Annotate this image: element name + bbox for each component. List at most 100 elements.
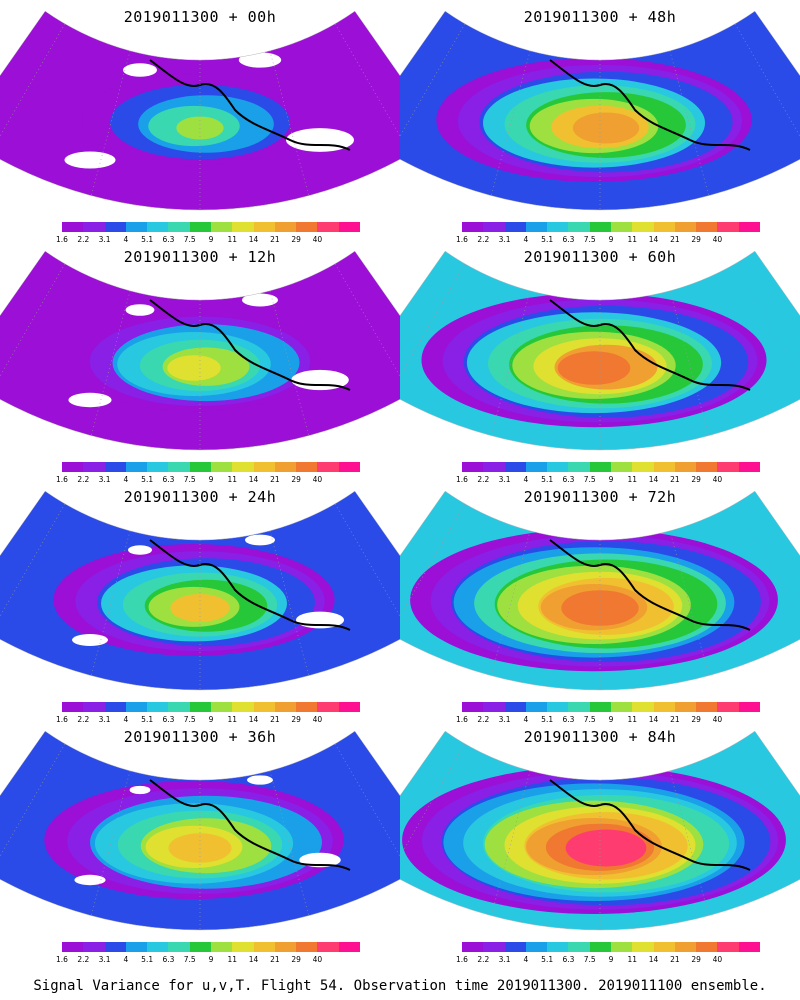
colorbar-labels: 1.6 2.2 3.1 4 5.1 6.3 7.5 9 11 14 21 29 40: [456, 715, 760, 725]
colorbar-tick-label: 5.1: [141, 235, 154, 244]
colorbar-swatch: [696, 942, 718, 952]
colorbar-swatch: [83, 702, 105, 712]
colorbar-swatch: [589, 942, 611, 952]
colorbar-tick-label: 5.1: [541, 235, 554, 244]
colorbar-swatch: [210, 222, 233, 232]
colorbar-tick-label: 14: [248, 475, 259, 484]
colorbar-tick-label: 1.6: [456, 475, 468, 484]
coastline: [549, 779, 751, 871]
colorbar-tick-label: 3.1: [498, 475, 511, 484]
colorbar-tick-label: 7.5: [183, 715, 196, 724]
missing-data-patch: [247, 775, 273, 785]
colorbar: [62, 942, 360, 952]
colorbar-swatch: [62, 702, 84, 712]
colorbar-swatch: [483, 462, 505, 472]
colorbar-swatch: [62, 222, 84, 232]
map-panel: 2019011300 + 84h 1.6 2.2 3.1 4 5.1 6.3 7.5 9 11 14…: [400, 720, 800, 966]
colorbar-tick-label: 3.1: [498, 715, 511, 724]
colorbar-swatch: [189, 222, 211, 232]
colorbar-tick-label: 9: [208, 715, 214, 724]
colorbar-swatch: [189, 942, 211, 952]
colorbar-swatch: [674, 222, 697, 232]
colorbar-swatch: [568, 702, 590, 712]
colorbar-tick-label: 29: [291, 475, 301, 484]
colorbar-labels: 1.6 2.2 3.1 4 5.1 6.3 7.5 9 11 14 21 29 40: [456, 475, 760, 485]
colorbar-labels: 1.6 2.2 3.1 4 5.1 6.3 7.5 9 11 14 21 29 40: [56, 955, 360, 965]
graticule-line: [269, 770, 309, 916]
graticule-line: [734, 263, 800, 394]
colorbar-tick-label: 1.6: [56, 955, 68, 964]
colorbar-swatch: [147, 222, 169, 232]
colorbar-swatch: [83, 462, 105, 472]
colorbar-tick-label: 4: [123, 955, 129, 964]
map-wedge: [0, 730, 400, 931]
colorbar-tick-label: 7.5: [583, 235, 596, 244]
colorbar-tick-label: 7.5: [583, 715, 596, 724]
colorbar-swatch: [525, 942, 548, 952]
colorbar-swatch: [674, 462, 697, 472]
colorbar-labels: 1.6 2.2 3.1 4 5.1 6.3 7.5 9 11 14 21 29 40: [56, 235, 360, 245]
map-panel: 2019011300 + 36h 1.6 2.2 3.1 4 5.1 6.3 7.5 9 11 14…: [0, 720, 400, 966]
map-wedge: [0, 250, 400, 451]
colorbar-tick-label: 3.1: [98, 955, 111, 964]
colorbar-swatch: [338, 222, 360, 232]
colorbar-labels: 1.6 2.2 3.1 4 5.1 6.3 7.5 9 11 14 21 29 40: [456, 235, 760, 245]
colorbar-swatch: [210, 942, 233, 952]
colorbar-swatch: [125, 462, 148, 472]
colorbar-swatch: [653, 222, 675, 232]
colorbar-swatch: [210, 702, 233, 712]
graticule-line: [0, 23, 66, 154]
colorbar-tick-label: 14: [248, 235, 259, 244]
colorbar-tick-label: 21: [270, 475, 280, 484]
colorbar-tick-label: 11: [227, 955, 238, 964]
colorbar-tick-label: 29: [691, 955, 701, 964]
colorbar-tick-label: 4: [523, 235, 529, 244]
colorbar-tick-label: 3.1: [98, 475, 111, 484]
colorbar-tick-label: 11: [627, 715, 638, 724]
colorbar-swatch: [296, 462, 318, 472]
colorbar-tick-label: 14: [648, 955, 659, 964]
colorbar-swatch: [189, 702, 211, 712]
colorbar-tick-label: 7.5: [583, 955, 596, 964]
graticule-line: [669, 530, 709, 676]
colorbar-tick-label: 5.1: [141, 715, 154, 724]
colorbar-tick-label: 7.5: [183, 955, 196, 964]
colorbar-tick-label: 29: [291, 715, 301, 724]
variance-contour: [572, 112, 640, 144]
colorbar-tick-label: 11: [627, 235, 638, 244]
colorbar-swatch: [696, 222, 718, 232]
colorbar-tick-label: 6.3: [562, 475, 575, 484]
colorbar-swatch: [568, 222, 590, 232]
graticule-line: [334, 743, 400, 874]
colorbar: [62, 702, 360, 712]
map-wedge: [0, 490, 400, 691]
variance-contour: [557, 351, 631, 385]
colorbar-swatch: [653, 702, 675, 712]
colorbar-swatch: [104, 702, 126, 712]
graticule-line: [491, 770, 531, 916]
graticule-line: [269, 290, 309, 436]
colorbar-swatch: [462, 702, 484, 712]
panel-title: 2019011300 + 24h: [123, 488, 277, 506]
colorbar-tick-label: 40: [712, 235, 723, 244]
colorbar-tick-label: 40: [312, 235, 323, 244]
colorbar: [462, 942, 760, 952]
colorbar-tick-label: 40: [312, 955, 323, 964]
colorbar-swatch: [232, 462, 254, 472]
colorbar-swatch: [296, 942, 318, 952]
colorbar-tick-label: 40: [312, 715, 323, 724]
colorbar-tick-label: 29: [691, 475, 701, 484]
colorbar-tick-label: 29: [291, 955, 301, 964]
colorbar-swatch: [274, 942, 297, 952]
missing-data-patch: [68, 392, 112, 408]
colorbar-tick-label: 11: [227, 715, 238, 724]
colorbar-swatch: [483, 702, 505, 712]
colorbar-swatch: [568, 942, 590, 952]
colorbar-swatch: [504, 942, 526, 952]
panel-title: 2019011300 + 36h: [123, 728, 277, 746]
colorbar-swatch: [632, 702, 654, 712]
missing-data-patch: [72, 634, 108, 646]
colorbar-swatch: [317, 462, 339, 472]
graticule-line: [669, 290, 709, 436]
colorbar-swatch: [632, 222, 654, 232]
